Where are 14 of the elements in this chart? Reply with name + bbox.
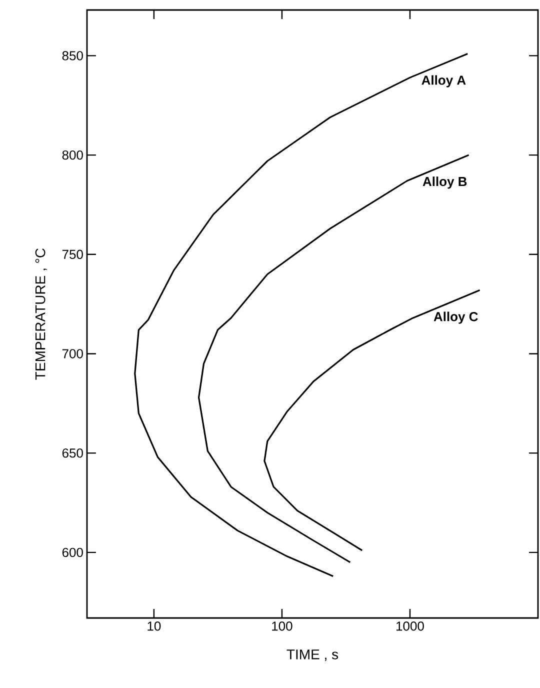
x-axis-title: TIME , s — [286, 650, 338, 662]
x-tick-label: 100 — [272, 622, 292, 631]
series-label: Alloy C — [434, 312, 478, 324]
y-axis-title: TEMPERATURE , °C — [35, 248, 47, 380]
y-tick-label: 700 — [62, 349, 83, 358]
series-label: Alloy B — [422, 176, 467, 189]
y-tick-label: 750 — [62, 250, 83, 259]
y-tick-label: 800 — [62, 150, 83, 160]
series-label: Alloy A — [422, 75, 466, 88]
x-tick-label: 1000 — [396, 622, 424, 631]
y-tick-label: 850 — [62, 51, 83, 60]
x-tick-label: 10 — [148, 622, 161, 631]
y-tick-label: 650 — [62, 448, 83, 458]
y-tick-label: 600 — [62, 548, 83, 558]
